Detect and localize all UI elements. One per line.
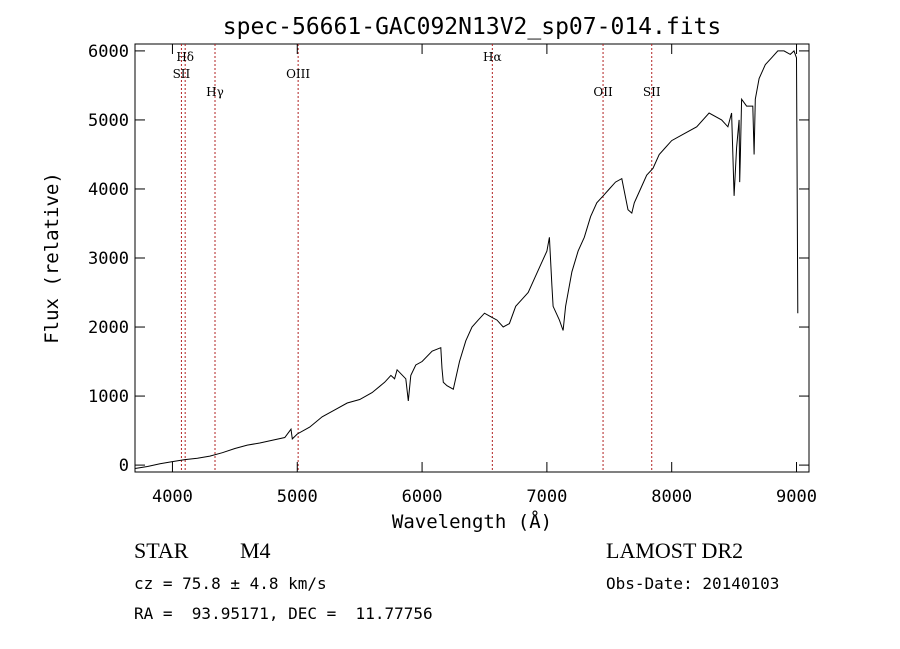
spectral-line-label: OIII [286,67,310,81]
y-tick-label: 0 [119,456,129,476]
spectrum-line [134,50,799,469]
object-subclass: M4 [240,538,271,563]
y-tick-label: 2000 [88,318,129,338]
redshift-velocity: cz = 75.8 ± 4.8 km/s [134,574,327,593]
spectral-line-label: OII [593,85,613,99]
spectral-line-label: SII [173,67,191,81]
survey-name: LAMOST DR2 [606,538,744,563]
y-tick-label: 1000 [88,387,129,407]
x-tick-label: 4000 [152,487,193,507]
x-tick-label: 8000 [651,487,692,507]
x-tick-label: 9000 [776,487,817,507]
plot-frame [134,43,810,473]
y-tick-label: 6000 [88,42,129,62]
chart-title: spec-56661-GAC092N13V2_sp07-014.fits [223,14,722,40]
line-marker-layer: Hδ SII Hγ OIII Hα OII SII [173,44,661,472]
spectral-line-label: Hα [483,50,502,64]
x-axis-label: Wavelength (Å) [392,510,552,533]
x-tick-label: 6000 [402,487,443,507]
spectral-line-label: SII [643,85,661,99]
sky-coordinates: RA = 93.95171, DEC = 11.77756 [134,604,433,623]
x-tick-label: 5000 [277,487,318,507]
y-tick-label: 4000 [88,180,129,200]
spectral-line-label: Hδ [176,50,194,64]
axis-tick-layer: 4000 5000 6000 7000 8000 9000 0 1000 2000 3000 400… [88,42,817,507]
x-tick-label: 7000 [526,487,567,507]
observation-date: Obs-Date: 20140103 [606,574,780,593]
y-tick-label: 5000 [88,111,129,131]
spectral-line-label: Hγ [206,85,224,99]
y-tick-label: 3000 [88,249,129,269]
object-class: STAR [134,538,189,563]
y-axis-label: Flux (relative) [41,172,63,344]
